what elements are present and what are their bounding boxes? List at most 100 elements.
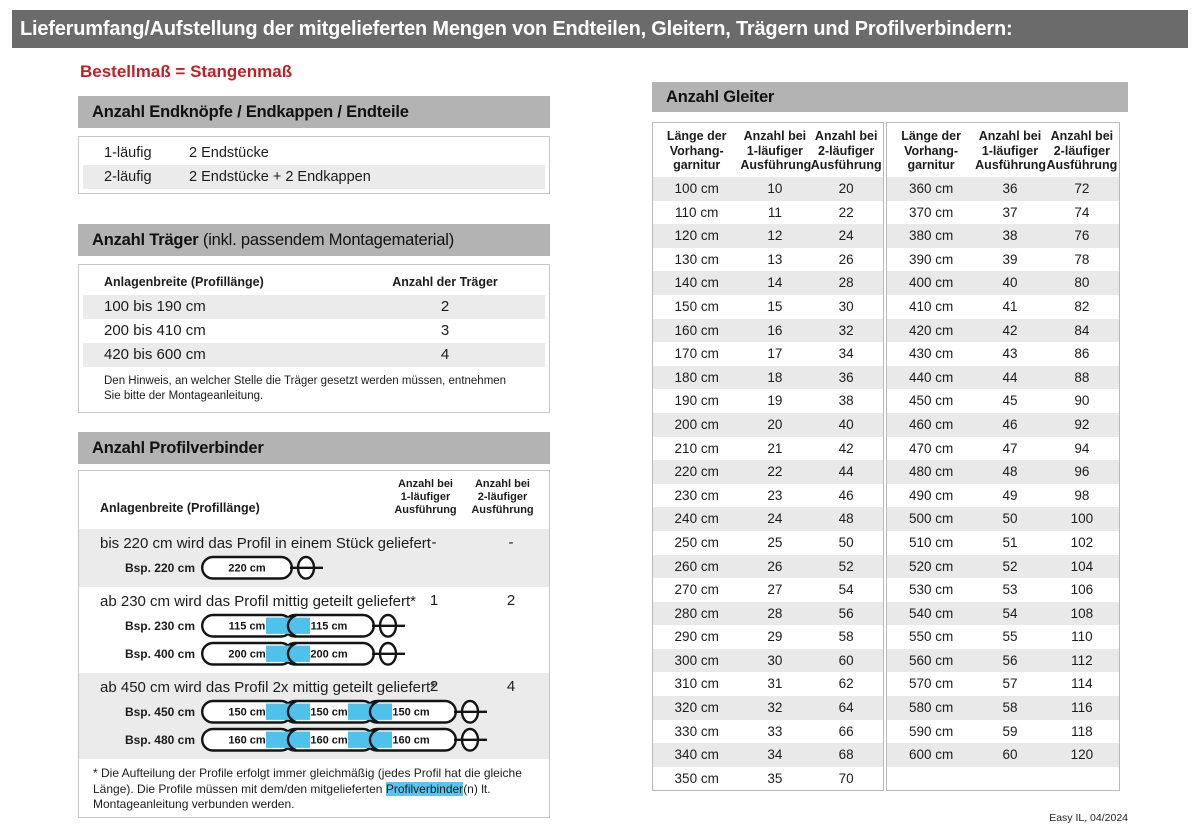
gleiter-length: 250 cm (674, 534, 719, 550)
gleiter-count-1-laeufig: 10 (767, 181, 783, 196)
gleiter-count-2-laeufig: 36 (838, 369, 854, 385)
gleiter-row: 440 cm 44 88 (887, 365, 1119, 390)
gleiter-row: 320 cm 32 64 (653, 696, 883, 720)
endteile-row-value: 2 Endstücke + 2 Endkappen (189, 169, 371, 185)
endteile-row-label: 2-läufig (104, 169, 152, 185)
gleiter-row: 380 cm 38 76 (887, 224, 1119, 248)
gleiter-count-1-laeufig: 56 (1002, 652, 1018, 668)
profilverbinder-row-text: ab 450 cm wird das Profil 2x mittig gete… (100, 679, 436, 696)
profilverbinder-col1-header: Anlagenbreite (Profillänge) (100, 501, 260, 515)
profilverbinder-row: ab 450 cm wird das Profil 2x mittig gete… (79, 673, 549, 759)
gleiter-count-1-laeufig: 36 (1002, 181, 1018, 196)
header-line: Länge der (666, 129, 727, 143)
header-line: 1-läufiger (981, 143, 1039, 158)
header-line: Ausführung (471, 504, 534, 516)
gleiter-row: 210 cm 21 42 (653, 437, 883, 461)
gleiter-count-1-laeufig: 22 (767, 464, 783, 480)
header-line: 2-läufiger (818, 143, 875, 158)
endteile-table: 1-läufig 2 Endstücke 2-läufig 2 Endstücke +… (78, 136, 550, 194)
gleiter-count-2-laeufig: 56 (838, 605, 854, 621)
gleiter-count-2-laeufig: 98 (1074, 487, 1090, 503)
gleiter-row: 240 cm 24 48 (653, 507, 883, 531)
gleiter-count-2-laeufig: 62 (838, 676, 854, 692)
gleiter-row: 170 cm 17 34 (653, 342, 883, 366)
header-line: 1-läufiger (746, 143, 804, 158)
gleiter-count-1-laeufig: 15 (767, 298, 783, 314)
gleiter-row: 490 cm 49 98 (887, 484, 1119, 508)
gleiter-row: 340 cm 34 68 (653, 743, 883, 767)
gleiter-length: 590 cm (908, 723, 954, 739)
footnote-highlight: Profilverbinder (385, 781, 464, 796)
gleiter-row: 330 cm 33 66 (653, 720, 883, 744)
gleiter-row: 270 cm 27 54 (653, 578, 883, 602)
gleiter-row: 510 cm 51 102 (887, 531, 1119, 555)
gleiter-row: 110 cm 11 22 (653, 201, 883, 225)
gleiter-count-1-laeufig: 24 (767, 511, 783, 527)
gleiter-count-1-laeufig: 57 (1002, 676, 1018, 692)
gleiter-row: 250 cm 25 50 (653, 531, 883, 555)
profile-example-label: Bsp. 230 cm (124, 619, 195, 633)
gleiter-length: 210 cm (674, 440, 719, 456)
profile-example: Bsp. 220 cm 220 cm (100, 555, 549, 581)
gleiter-count-1-laeufig: 12 (767, 228, 783, 244)
gleiter-row: 480 cm 48 96 (887, 460, 1119, 484)
gleiter-count-1-laeufig: 39 (1002, 251, 1018, 267)
gleiter-count-1-laeufig: 29 (767, 629, 783, 645)
gleiter-length: 600 cm (908, 747, 954, 763)
gleiter-count-1-laeufig: 47 (1002, 440, 1018, 456)
gleiter-length: 220 cm (674, 464, 719, 480)
section-header-endteile: Anzahl Endknöpfe / Endkappen / Endteile (78, 96, 550, 128)
gleiter-count-2-laeufig: 66 (838, 723, 854, 739)
gleiter-count-2-laeufig: 58 (838, 629, 854, 645)
profile-example-label: Bsp. 480 cm (124, 733, 195, 747)
gleiter-count-2-laeufig: 48 (838, 511, 854, 527)
traeger-row-range: 200 bis 410 cm (104, 322, 206, 339)
profile-example: Bsp. 450 cm 150 cm 150 cm 150 cm (100, 699, 549, 725)
gleiter-length: 230 cm (674, 487, 719, 503)
profile-example-label: Bsp. 450 cm (124, 705, 195, 719)
gleiter-count-1-laeufig: 38 (1002, 228, 1018, 244)
traeger-row-range: 100 bis 190 cm (104, 298, 206, 315)
gleiter-length: 490 cm (908, 487, 954, 503)
gleiter-length: 140 cm (674, 275, 719, 291)
gleiter-row: 530 cm 53 106 (887, 578, 1119, 602)
gleiter-table-header: Länge der Vorhang-garnitur Anzahl bei 1-läu… (887, 123, 1119, 177)
gleiter-count-1-laeufig: 25 (767, 534, 783, 550)
gleiter-count-2-laeufig: 26 (838, 251, 854, 267)
gleiter-length: 480 cm (908, 464, 954, 480)
gleiter-count-2-laeufig: 92 (1074, 416, 1090, 432)
gleiter-row: 360 cm 36 72 (887, 177, 1119, 201)
gleiter-row: 280 cm 28 56 (653, 601, 883, 626)
traeger-table-header: Anlagenbreite (Profillänge) Anzahl der T… (83, 269, 545, 295)
endteile-row: 1-läufig 2 Endstücke (83, 141, 545, 165)
gleiter-count-1-laeufig: 19 (767, 393, 783, 409)
header-line: Anzahl bei (1050, 129, 1114, 143)
gleiter-count-1-laeufig: 11 (767, 204, 782, 220)
gleiter-row: 290 cm 29 58 (653, 625, 883, 649)
gleiter-count-1-laeufig: 58 (1002, 700, 1018, 716)
gleiter-count-1-laeufig: 28 (767, 605, 783, 621)
gleiter-count-1-laeufig: 55 (1002, 629, 1018, 645)
gleiter-count-2-laeufig: 112 (1071, 652, 1093, 668)
gleiter-length: 430 cm (908, 346, 954, 362)
gleiter-count-1-laeufig: 42 (1002, 322, 1018, 338)
gleiter-length: 390 cm (908, 251, 954, 267)
gleiter-count-1-laeufig: 17 (767, 346, 783, 362)
gleiter-count-1-laeufig: 34 (767, 747, 783, 763)
gleiter-length: 130 cm (674, 251, 719, 267)
gleiter-length: 350 cm (674, 770, 719, 786)
gleiter-count-1-laeufig: 14 (767, 275, 783, 291)
gleiter-count-2-laeufig: 106 (1070, 582, 1094, 598)
section-header-profilverbinder: Anzahl Profilverbinder (78, 432, 550, 464)
traeger-row-range: 420 bis 600 cm (104, 346, 206, 363)
gleiter-row: 590 cm 59 118 (887, 720, 1119, 744)
gleiter-row: 310 cm 31 62 (653, 672, 883, 696)
end-piece-icon (454, 727, 487, 752)
gleiter-length: 460 cm (908, 416, 954, 432)
gleiter-length: 160 cm (674, 322, 719, 338)
gleiter-length: 280 cm (674, 605, 719, 621)
gleiter-table-left: Länge der Vorhang-garnitur Anzahl bei 1-läu… (652, 122, 884, 791)
gleiter-length: 540 cm (908, 605, 954, 621)
gleiter-length: 190 cm (674, 393, 719, 409)
gleiter-count-2-laeufig: 94 (1074, 440, 1090, 456)
